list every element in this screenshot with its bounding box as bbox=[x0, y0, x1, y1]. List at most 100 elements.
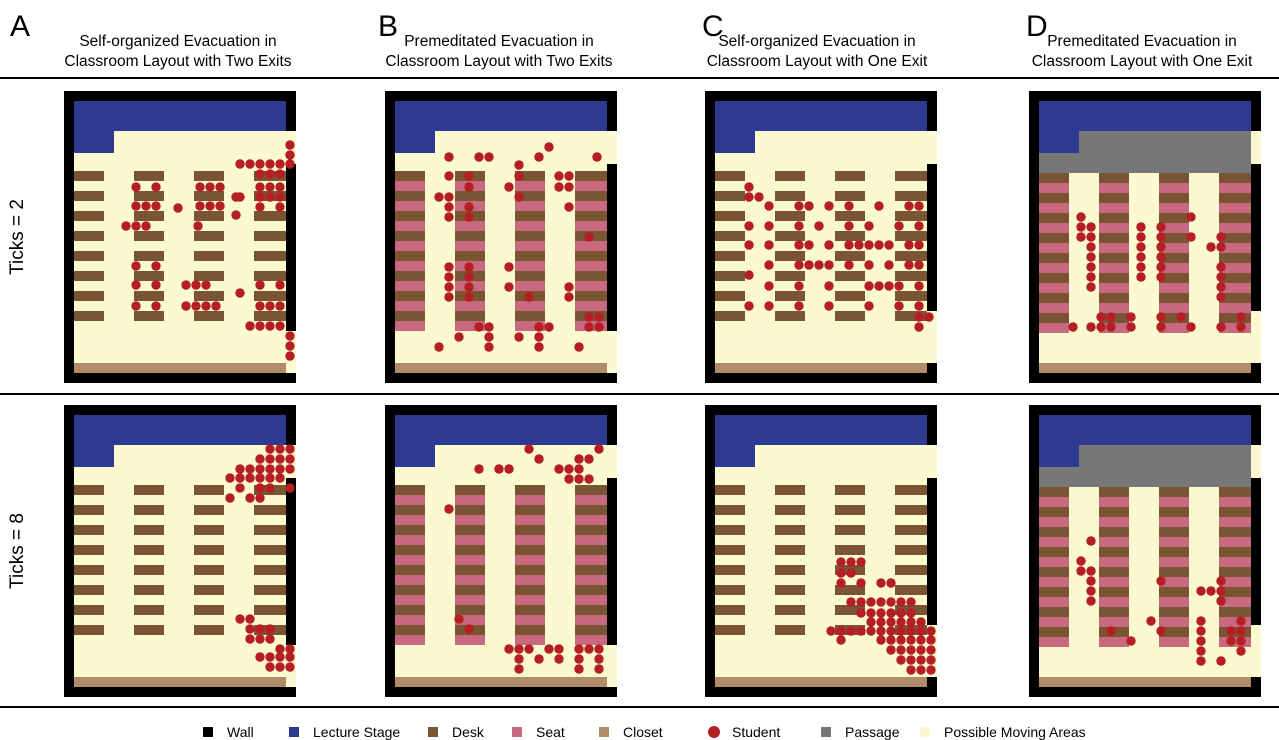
seat bbox=[1219, 577, 1251, 587]
seat bbox=[1099, 243, 1129, 253]
student-marker bbox=[824, 240, 834, 250]
desk bbox=[775, 585, 805, 595]
desk bbox=[715, 545, 745, 555]
desk bbox=[835, 171, 865, 181]
student-marker bbox=[225, 493, 235, 503]
desk bbox=[134, 485, 164, 495]
seat bbox=[395, 241, 425, 251]
student-marker bbox=[514, 192, 524, 202]
student-marker bbox=[1196, 616, 1206, 626]
desk bbox=[835, 605, 865, 615]
student-marker bbox=[484, 322, 494, 332]
student-marker bbox=[464, 292, 474, 302]
student-marker bbox=[836, 568, 846, 578]
student-marker bbox=[836, 635, 846, 645]
student-marker bbox=[856, 626, 866, 636]
desk bbox=[515, 505, 545, 515]
desk bbox=[1159, 487, 1189, 497]
student-marker bbox=[265, 192, 275, 202]
desk bbox=[1099, 273, 1129, 283]
desk bbox=[134, 171, 164, 181]
desk bbox=[575, 171, 607, 181]
student-marker bbox=[574, 464, 584, 474]
student-marker bbox=[193, 221, 203, 231]
desk bbox=[575, 505, 607, 515]
student-marker bbox=[215, 201, 225, 211]
student-marker bbox=[904, 240, 914, 250]
seat bbox=[395, 321, 425, 331]
seat bbox=[515, 535, 545, 545]
student-marker bbox=[824, 281, 834, 291]
desk bbox=[455, 565, 485, 575]
student-marker bbox=[896, 617, 906, 627]
title-line: Premeditated Evacuation in bbox=[1047, 33, 1237, 50]
seat bbox=[395, 575, 425, 585]
student-marker bbox=[926, 645, 936, 655]
desk bbox=[194, 485, 224, 495]
desk bbox=[134, 211, 164, 221]
seat bbox=[515, 321, 545, 331]
desk bbox=[455, 191, 485, 201]
seat bbox=[575, 555, 607, 565]
student-marker bbox=[846, 597, 856, 607]
student-marker bbox=[856, 557, 866, 567]
desk bbox=[395, 231, 425, 241]
desk bbox=[1099, 527, 1129, 537]
desk bbox=[134, 311, 164, 321]
student-marker bbox=[584, 322, 594, 332]
student-marker bbox=[464, 262, 474, 272]
student-marker bbox=[205, 182, 215, 192]
seat bbox=[1039, 637, 1069, 647]
seat bbox=[1159, 537, 1189, 547]
desk bbox=[254, 585, 286, 595]
student-marker bbox=[794, 240, 804, 250]
student-marker bbox=[275, 169, 285, 179]
exit-opening bbox=[1251, 131, 1261, 164]
exit-opening bbox=[1251, 625, 1261, 677]
student-marker bbox=[1216, 272, 1226, 282]
student-marker bbox=[1136, 242, 1146, 252]
seat bbox=[575, 261, 607, 271]
seat bbox=[515, 301, 545, 311]
desk bbox=[1039, 487, 1069, 497]
seat bbox=[1099, 183, 1129, 193]
desk bbox=[1159, 253, 1189, 263]
exit-opening bbox=[607, 645, 617, 687]
desk bbox=[835, 585, 865, 595]
student-marker bbox=[285, 444, 295, 454]
student-marker bbox=[255, 493, 265, 503]
desk bbox=[194, 251, 224, 261]
student-marker bbox=[1086, 566, 1096, 576]
student-marker bbox=[265, 321, 275, 331]
student-marker bbox=[544, 322, 554, 332]
desk bbox=[1219, 527, 1251, 537]
desk bbox=[515, 485, 545, 495]
student-marker bbox=[894, 221, 904, 231]
seat bbox=[575, 595, 607, 605]
desk bbox=[1039, 253, 1069, 263]
student-marker bbox=[285, 351, 295, 361]
title-line: Premeditated Evacuation in bbox=[404, 33, 594, 50]
desk bbox=[1219, 547, 1251, 557]
student-marker bbox=[121, 221, 131, 231]
desk bbox=[1219, 313, 1251, 323]
student-marker bbox=[444, 504, 454, 514]
student-marker bbox=[131, 261, 141, 271]
student-marker bbox=[504, 262, 514, 272]
desk bbox=[134, 625, 164, 635]
seat bbox=[575, 181, 607, 191]
desk bbox=[455, 311, 485, 321]
student-marker bbox=[764, 240, 774, 250]
seat bbox=[515, 615, 545, 625]
student-marker bbox=[824, 260, 834, 270]
closet bbox=[1039, 363, 1251, 373]
student-marker bbox=[181, 301, 191, 311]
student-marker bbox=[826, 626, 836, 636]
student-marker bbox=[744, 221, 754, 231]
student-marker bbox=[1086, 242, 1096, 252]
seat bbox=[1039, 243, 1069, 253]
student-marker bbox=[744, 182, 754, 192]
desk bbox=[575, 485, 607, 495]
desk bbox=[1099, 213, 1129, 223]
student-marker bbox=[564, 282, 574, 292]
